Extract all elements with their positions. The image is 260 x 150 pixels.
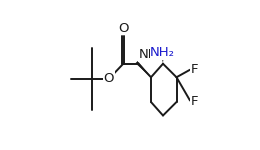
Polygon shape — [136, 61, 151, 77]
Text: O: O — [104, 72, 114, 85]
Text: F: F — [191, 95, 198, 108]
Text: NH₂: NH₂ — [150, 46, 175, 59]
Text: F: F — [191, 63, 198, 76]
Text: NH: NH — [138, 48, 158, 61]
Text: O: O — [118, 21, 128, 34]
